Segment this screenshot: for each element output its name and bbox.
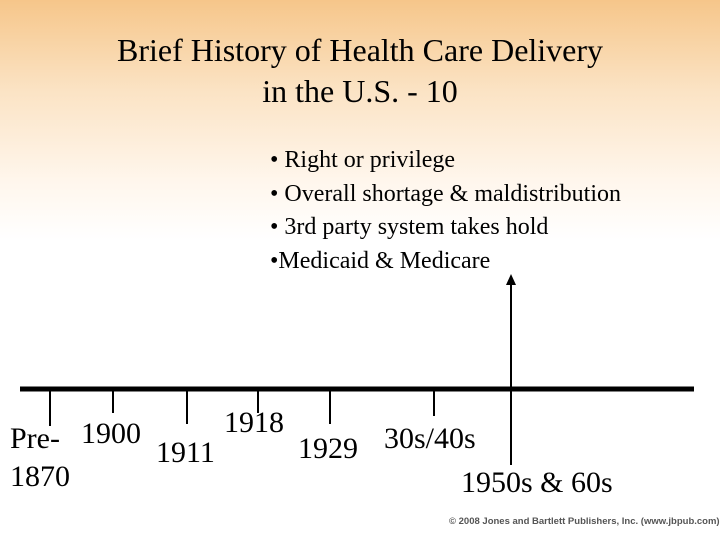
bullet-item: • 3rd party system takes hold — [270, 214, 549, 240]
slide-title: Brief History of Health Care Delivery in… — [0, 30, 720, 112]
label-1950s-60s: 1950s & 60s — [461, 466, 613, 499]
bullet-item: • Right or privilege — [270, 147, 456, 173]
pointer-arrow-head — [506, 274, 516, 285]
label-1870: 1870 — [10, 460, 70, 493]
bullet-list: • Right or privilege • Overall shortage … — [270, 144, 621, 278]
label-1929: 1929 — [298, 432, 358, 465]
title-line-2: in the U.S. - 10 — [262, 73, 458, 109]
title-line-1: Brief History of Health Care Delivery — [116, 32, 604, 68]
label-30s-40s: 30s/40s — [384, 422, 476, 455]
copyright-footer: © 2008 Jones and Bartlett Publishers, In… — [449, 516, 720, 527]
label-pre: Pre- — [10, 422, 60, 455]
bullet-item: •Medicaid & Medicare — [270, 247, 491, 274]
label-1911: 1911 — [156, 436, 215, 469]
label-1918: 1918 — [224, 406, 284, 439]
bullet-item: • Overall shortage & maldistribution — [270, 180, 621, 207]
label-1900: 1900 — [81, 417, 141, 450]
